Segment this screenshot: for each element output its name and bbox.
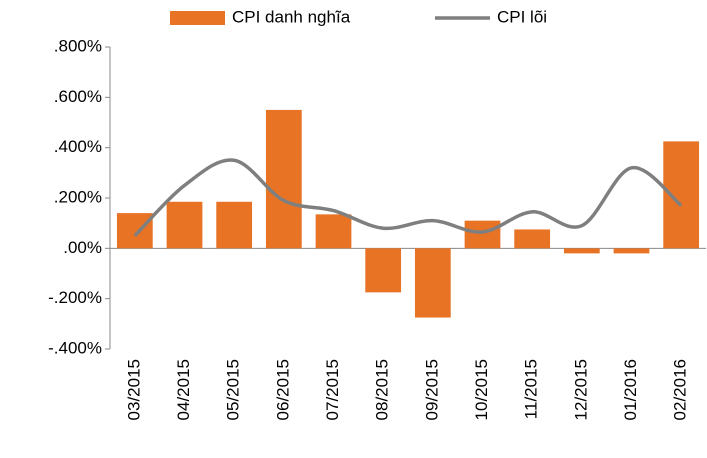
bar: [265, 109, 302, 249]
x-tick-label: 09/2015: [422, 359, 441, 420]
x-tick-label: 05/2015: [224, 359, 243, 420]
y-tick-label: .00%: [63, 238, 102, 257]
x-tick-label: 06/2015: [273, 359, 292, 420]
y-tick-label: .800%: [54, 36, 102, 55]
y-tick-label: .200%: [54, 187, 102, 206]
bar: [563, 248, 600, 254]
x-tick-label: 07/2015: [323, 359, 342, 420]
x-tick-label: 08/2015: [373, 359, 392, 420]
x-tick-label: 11/2015: [522, 359, 541, 419]
legend-label: CPI danh nghĩa: [232, 7, 351, 26]
bar: [414, 248, 451, 318]
bar: [613, 248, 650, 254]
line: [133, 158, 683, 237]
y-tick-label: .600%: [54, 87, 102, 106]
x-tick-label: 01/2016: [621, 359, 640, 420]
y-tick-label: .400%: [54, 137, 102, 156]
x-tick-label: 10/2015: [472, 359, 491, 420]
x-tick-label: 12/2015: [571, 359, 590, 420]
bar: [365, 248, 402, 293]
legend-label: CPI lõi: [497, 7, 547, 26]
bar: [216, 201, 253, 249]
x-tick-label: 03/2015: [124, 359, 143, 420]
bar: [464, 220, 501, 249]
legend-swatch: [170, 11, 225, 25]
bar: [315, 214, 352, 249]
bar: [514, 229, 551, 249]
bar: [116, 213, 153, 249]
y-tick-label: -.200%: [48, 288, 102, 307]
x-tick-label: 02/2016: [671, 359, 690, 420]
y-tick-label: -.400%: [48, 338, 102, 357]
x-tick-label: 04/2015: [174, 359, 193, 420]
bar: [166, 201, 203, 249]
